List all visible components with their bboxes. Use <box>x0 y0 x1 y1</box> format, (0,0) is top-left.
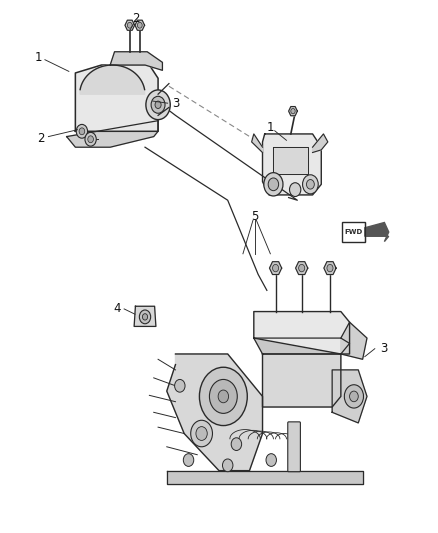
Circle shape <box>303 175 318 194</box>
Text: 2: 2 <box>37 132 44 144</box>
Circle shape <box>79 128 85 135</box>
Circle shape <box>223 459 233 472</box>
Circle shape <box>350 391 358 402</box>
Polygon shape <box>134 306 156 326</box>
Circle shape <box>291 109 295 114</box>
Polygon shape <box>269 262 282 274</box>
Polygon shape <box>125 20 134 30</box>
Polygon shape <box>75 65 158 131</box>
Circle shape <box>209 379 237 414</box>
Circle shape <box>268 178 279 191</box>
Polygon shape <box>313 134 328 152</box>
Circle shape <box>146 90 170 119</box>
Polygon shape <box>262 354 341 407</box>
Polygon shape <box>67 120 158 147</box>
Circle shape <box>196 426 207 440</box>
Circle shape <box>85 132 96 146</box>
Circle shape <box>142 314 148 320</box>
Polygon shape <box>167 354 262 471</box>
Circle shape <box>151 96 165 114</box>
Circle shape <box>76 124 88 138</box>
Circle shape <box>264 173 283 196</box>
Polygon shape <box>296 262 308 274</box>
Polygon shape <box>324 262 336 274</box>
Circle shape <box>184 454 194 466</box>
Circle shape <box>191 420 212 447</box>
Polygon shape <box>332 370 367 423</box>
Polygon shape <box>254 338 350 354</box>
Circle shape <box>218 390 229 403</box>
Polygon shape <box>135 20 145 30</box>
Polygon shape <box>262 134 321 195</box>
Circle shape <box>155 101 161 109</box>
FancyBboxPatch shape <box>342 222 365 241</box>
Circle shape <box>139 310 151 324</box>
Polygon shape <box>289 107 297 116</box>
Circle shape <box>138 22 142 28</box>
Circle shape <box>290 183 301 197</box>
Polygon shape <box>80 65 145 94</box>
Circle shape <box>327 264 333 272</box>
Circle shape <box>266 454 276 466</box>
Polygon shape <box>110 52 162 70</box>
Circle shape <box>127 22 132 28</box>
Circle shape <box>231 438 242 450</box>
Text: 3: 3 <box>380 342 387 355</box>
Text: FWD: FWD <box>344 229 363 235</box>
Text: 2: 2 <box>133 12 140 25</box>
Circle shape <box>175 379 185 392</box>
Polygon shape <box>341 322 367 359</box>
FancyBboxPatch shape <box>288 422 300 472</box>
Text: 1: 1 <box>35 51 42 63</box>
Circle shape <box>344 385 364 408</box>
Text: 1: 1 <box>267 121 274 134</box>
Text: 3: 3 <box>172 96 179 110</box>
Circle shape <box>88 136 93 143</box>
Polygon shape <box>252 134 262 152</box>
Polygon shape <box>167 471 363 484</box>
Polygon shape <box>254 312 350 354</box>
Polygon shape <box>273 147 308 174</box>
Circle shape <box>299 264 305 272</box>
Text: 4: 4 <box>113 302 120 316</box>
Polygon shape <box>365 222 389 241</box>
Circle shape <box>307 180 314 189</box>
Text: 5: 5 <box>251 209 258 223</box>
Circle shape <box>199 367 247 425</box>
Circle shape <box>272 264 279 272</box>
